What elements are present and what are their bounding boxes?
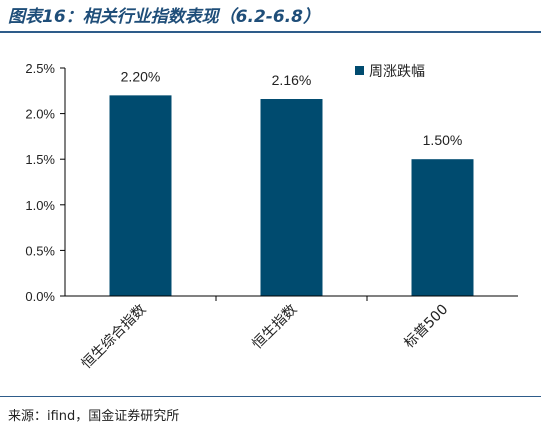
y-tick-label: 1.0% bbox=[25, 198, 55, 213]
x-tick-label: 恒生指数 bbox=[249, 302, 300, 353]
legend-label: 周涨跌幅 bbox=[369, 64, 425, 80]
bar bbox=[260, 99, 323, 297]
title-divider bbox=[0, 31, 541, 33]
bar-chart: 0.0% 0.5% 1.0% 1.5% 2.0% 2.5% 2.20% 2.16% 1.50%… bbox=[25, 61, 518, 373]
x-tick-label: 标普500 bbox=[401, 302, 451, 352]
legend: 周涨跌幅 bbox=[355, 64, 425, 80]
data-label: 1.50% bbox=[423, 132, 463, 148]
y-tick-label: 1.5% bbox=[25, 152, 55, 167]
bar-series: 2.20% 2.16% 1.50% bbox=[109, 68, 474, 297]
y-tick-label: 2.0% bbox=[25, 107, 55, 122]
y-tick-label: 0.5% bbox=[25, 243, 55, 258]
legend-swatch bbox=[355, 66, 364, 75]
bar bbox=[109, 95, 172, 296]
y-tick-label: 2.5% bbox=[25, 61, 55, 76]
bar bbox=[411, 159, 474, 296]
x-axis: 恒生综合指数 恒生指数 标普500 bbox=[65, 295, 518, 373]
data-label: 2.16% bbox=[272, 72, 312, 88]
footer-divider bbox=[0, 396, 541, 397]
y-tick-label: 0.0% bbox=[25, 289, 55, 304]
chart-title: 图表16：相关行业指数表现（6.2-6.8） bbox=[8, 7, 320, 27]
x-tick-label: 恒生综合指数 bbox=[79, 302, 150, 373]
data-label: 2.20% bbox=[121, 68, 161, 84]
y-axis: 0.0% 0.5% 1.0% 1.5% 2.0% 2.5% bbox=[25, 61, 66, 304]
source-note: 来源：ifind，国金证券研究所 bbox=[8, 409, 180, 424]
